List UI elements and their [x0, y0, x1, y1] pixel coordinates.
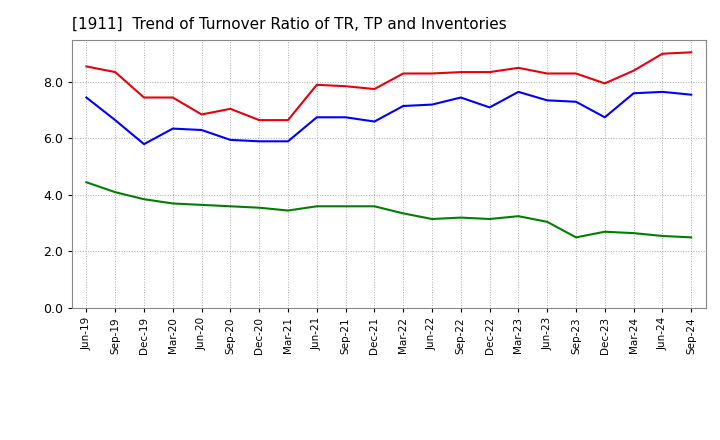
Trade Payables [82, 95, 91, 100]
Trade Payables [600, 115, 609, 120]
Trade Receivables [456, 70, 465, 75]
Inventories [543, 219, 552, 224]
Trade Payables [226, 137, 235, 143]
Trade Payables [572, 99, 580, 104]
Trade Payables [514, 89, 523, 95]
Inventories [485, 216, 494, 222]
Trade Receivables [226, 106, 235, 111]
Inventories [658, 233, 667, 238]
Trade Payables [168, 126, 177, 131]
Line: Inventories: Inventories [86, 182, 691, 237]
Trade Receivables [428, 71, 436, 76]
Inventories [572, 235, 580, 240]
Trade Receivables [255, 117, 264, 123]
Inventories [370, 204, 379, 209]
Trade Payables [370, 119, 379, 124]
Inventories [111, 190, 120, 195]
Trade Receivables [658, 51, 667, 56]
Trade Receivables [514, 65, 523, 70]
Line: Trade Payables: Trade Payables [86, 92, 691, 144]
Trade Payables [485, 105, 494, 110]
Trade Payables [399, 103, 408, 109]
Trade Receivables [341, 84, 350, 89]
Trade Receivables [629, 68, 638, 73]
Trade Payables [312, 115, 321, 120]
Trade Payables [687, 92, 696, 97]
Trade Payables [428, 102, 436, 107]
Inventories [168, 201, 177, 206]
Trade Payables [543, 98, 552, 103]
Inventories [600, 229, 609, 235]
Inventories [341, 204, 350, 209]
Trade Payables [456, 95, 465, 100]
Trade Payables [111, 117, 120, 123]
Line: Trade Receivables: Trade Receivables [86, 52, 691, 120]
Trade Receivables [168, 95, 177, 100]
Inventories [428, 216, 436, 222]
Inventories [284, 208, 292, 213]
Inventories [197, 202, 206, 208]
Inventories [687, 235, 696, 240]
Inventories [514, 213, 523, 219]
Trade Receivables [370, 86, 379, 92]
Trade Receivables [82, 64, 91, 69]
Trade Payables [140, 142, 148, 147]
Trade Receivables [600, 81, 609, 86]
Trade Receivables [197, 112, 206, 117]
Trade Receivables [140, 95, 148, 100]
Inventories [456, 215, 465, 220]
Inventories [140, 197, 148, 202]
Trade Payables [341, 115, 350, 120]
Inventories [255, 205, 264, 210]
Trade Payables [197, 127, 206, 132]
Trade Payables [629, 91, 638, 96]
Trade Receivables [111, 70, 120, 75]
Trade Payables [255, 139, 264, 144]
Text: [1911]  Trend of Turnover Ratio of TR, TP and Inventories: [1911] Trend of Turnover Ratio of TR, TP… [72, 16, 507, 32]
Inventories [629, 231, 638, 236]
Trade Payables [284, 139, 292, 144]
Trade Receivables [399, 71, 408, 76]
Trade Receivables [572, 71, 580, 76]
Inventories [399, 211, 408, 216]
Trade Receivables [312, 82, 321, 88]
Trade Receivables [485, 70, 494, 75]
Trade Receivables [543, 71, 552, 76]
Inventories [312, 204, 321, 209]
Inventories [82, 180, 91, 185]
Inventories [226, 204, 235, 209]
Trade Receivables [284, 117, 292, 123]
Trade Payables [658, 89, 667, 95]
Trade Receivables [687, 50, 696, 55]
